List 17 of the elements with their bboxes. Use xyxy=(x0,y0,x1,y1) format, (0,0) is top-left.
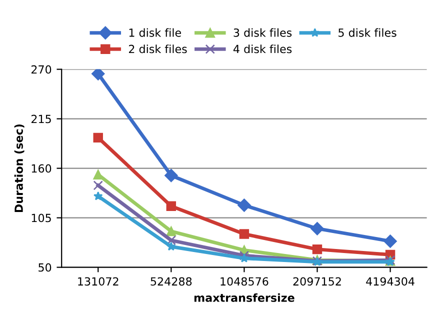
x-tick-label: 4194304 xyxy=(366,277,414,286)
y-axis-title: Duration (sec) xyxy=(14,124,24,212)
y-tick-label: 215 xyxy=(31,114,51,124)
y-tick-label: 270 xyxy=(31,65,52,74)
legend-label: 2 disk files xyxy=(128,44,187,54)
x-tick-label: 1048576 xyxy=(220,277,268,286)
legend-label: 4 disk files xyxy=(233,44,292,54)
y-tick-label: 105 xyxy=(32,214,51,222)
x-axis-title: maxtransfersize xyxy=(194,293,294,302)
x-tick-label: 131072 xyxy=(78,277,118,286)
legend-label: 5 disk files xyxy=(338,28,396,37)
legend-label: 3 disk files xyxy=(234,28,292,37)
y-tick-label: 160 xyxy=(32,164,52,173)
x-tick-label: 524288 xyxy=(150,277,192,286)
legend-label: 1 disk file xyxy=(129,28,181,37)
x-tick-label: 2097152 xyxy=(293,277,341,286)
y-tick-label: 50 xyxy=(38,263,52,272)
